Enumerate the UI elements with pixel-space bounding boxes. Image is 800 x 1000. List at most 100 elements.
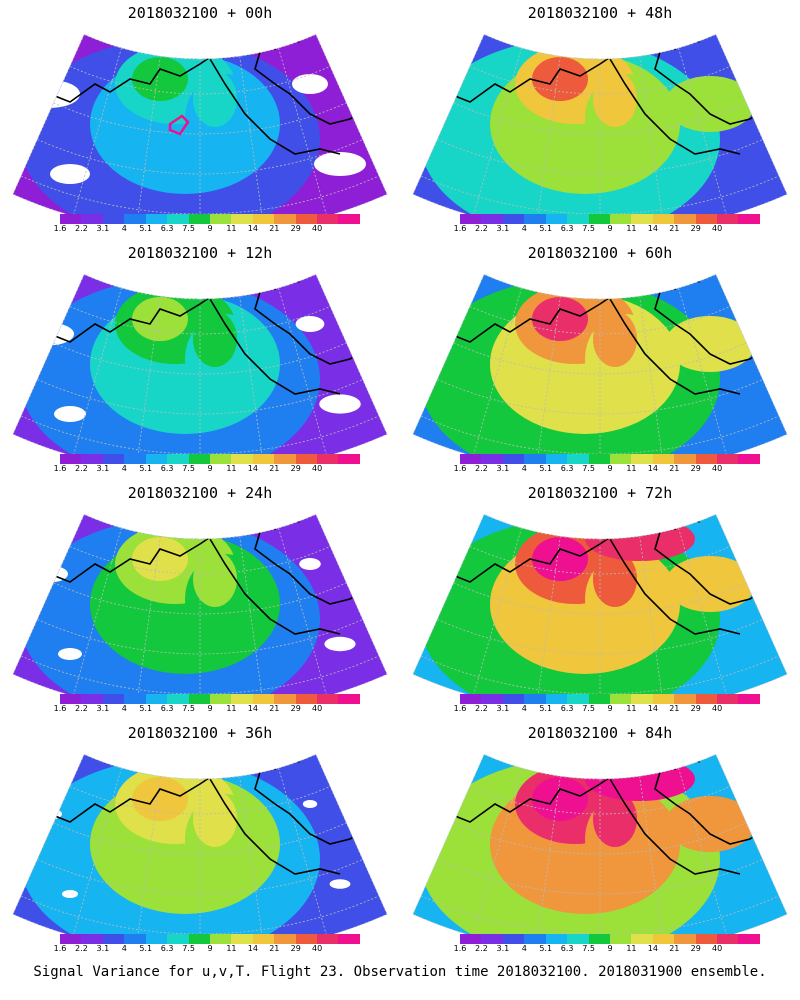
- color-bar-segment: [717, 694, 739, 704]
- color-bar-tick-label: 1.6: [53, 704, 67, 713]
- low-variance-gap: [329, 879, 351, 889]
- color-bar-segment: [145, 934, 168, 944]
- panel-title: 2018032100 + 36h: [127, 724, 273, 742]
- color-bar-segment: [524, 934, 546, 944]
- color-bar-tick-label: 9: [207, 944, 213, 953]
- map-area: [410, 504, 790, 715]
- longitude-line: [472, 767, 522, 937]
- longitude-line: [535, 296, 561, 470]
- color-bar-tick-label: 4: [521, 464, 527, 473]
- color-bar-tick-label: 6.3: [560, 944, 574, 953]
- latitude-line: [437, 379, 763, 415]
- color-bar-tick-label: 6.3: [160, 464, 174, 473]
- color-bar-segment: [524, 694, 546, 704]
- color-bar-tick-label: 4: [521, 704, 527, 713]
- color-bar-segment: [481, 694, 503, 704]
- color-bar-tick-label: 9: [607, 944, 613, 953]
- color-bar-segment: [338, 934, 360, 944]
- latitude-line: [69, 65, 331, 95]
- color-bar-tick-label: 4: [121, 464, 127, 473]
- color-bar-segment: [631, 214, 653, 224]
- latitude-line: [453, 102, 747, 135]
- longitude-line: [535, 776, 561, 950]
- longitude-line: [678, 47, 728, 217]
- color-bar-segment: [252, 694, 275, 704]
- color-bar-segment: [738, 934, 760, 944]
- map-area: [10, 264, 390, 475]
- latitude-line: [20, 655, 380, 695]
- longitude-line: [278, 527, 328, 697]
- color-bar-tick-label: 9: [207, 464, 213, 473]
- color-bar-tick-label: 29: [290, 464, 301, 473]
- color-bar-segment: [274, 694, 296, 704]
- longitude-line: [639, 536, 665, 710]
- forecast-map: [412, 513, 788, 715]
- color-bar-segment: [274, 454, 296, 464]
- color-bar-tick-label: 40: [312, 704, 323, 713]
- color-bar-tick-label: 11: [626, 704, 637, 713]
- color-bar-tick-label: 7.5: [582, 704, 595, 713]
- variance-contour-region: [665, 76, 755, 132]
- color-bar: [60, 694, 360, 704]
- color-bar-tick-label: 5.1: [539, 704, 553, 713]
- color-bar-segment: [460, 454, 482, 464]
- color-bar-segment: [588, 934, 610, 944]
- color-bar-tick-label: 1.6: [453, 224, 467, 233]
- forecast-map: [412, 273, 788, 475]
- longitude-line: [72, 287, 122, 457]
- color-bar-segment: [524, 214, 546, 224]
- variance-contour-region: [665, 796, 755, 852]
- color-bar-segment: [60, 694, 82, 704]
- color-bar-segment: [252, 454, 275, 464]
- variance-contour-region: [593, 71, 637, 127]
- color-bar-segment: [609, 934, 632, 944]
- color-bar-segment: [652, 454, 675, 464]
- color-bar-segment: [209, 214, 232, 224]
- color-bar-segment: [717, 214, 739, 224]
- forecast-map: [12, 33, 388, 235]
- variance-field: [412, 514, 788, 714]
- forecast-panel: 2018032100 + 48h 1.6 2.2 3.1 4 5.1 6.3 7.5 9 11 14…: [400, 0, 800, 238]
- color-bar-segment: [317, 214, 339, 224]
- latitude-line: [20, 895, 380, 935]
- longitude-line: [278, 767, 328, 937]
- color-bar-segment: [609, 214, 632, 224]
- color-bar-segment: [231, 934, 253, 944]
- map-area: [10, 504, 390, 715]
- low-variance-gap: [54, 406, 86, 422]
- color-bar-segment: [338, 214, 360, 224]
- color-bar-tick-label: 7.5: [582, 224, 595, 233]
- color-bar-tick-label: 21: [269, 224, 280, 233]
- color-bar-tick-label: 40: [712, 944, 723, 953]
- longitude-line: [639, 296, 665, 470]
- color-bar-tick-label: 9: [607, 704, 613, 713]
- color-bar-segment: [188, 934, 210, 944]
- color-bar-tick-label: 11: [226, 464, 237, 473]
- latitude-line: [420, 895, 780, 935]
- color-bar-segment: [631, 934, 653, 944]
- color-bar-segment: [145, 214, 168, 224]
- low-variance-gap: [319, 394, 361, 414]
- variance-contour-region: [665, 316, 755, 372]
- color-bar-segment: [231, 454, 253, 464]
- low-variance-gap: [50, 164, 90, 184]
- color-bar-segment: [674, 694, 696, 704]
- latitude-line: [69, 785, 331, 815]
- variance-contour-region: [665, 556, 755, 612]
- longitude-line: [135, 536, 161, 710]
- color-bar-tick-label: 21: [669, 464, 680, 473]
- color-bar-segment: [81, 934, 103, 944]
- color-bar-segment: [609, 694, 632, 704]
- color-bar-tick-label: 11: [626, 944, 637, 953]
- variance-contour-region: [593, 311, 637, 367]
- color-bar-segment: [209, 454, 232, 464]
- color-bar-tick-label: 29: [290, 224, 301, 233]
- map-area: [410, 264, 790, 475]
- color-bar-tick-label: 7.5: [582, 464, 595, 473]
- color-bar-tick-label: 6.3: [160, 704, 174, 713]
- color-bar-labels: 1.6 2.2 3.1 4 5.1 6.3 7.5 9 11 14 21 29 40: [454, 464, 760, 476]
- latitude-line: [37, 379, 363, 415]
- color-bar-segment: [102, 934, 125, 944]
- latitude-line: [420, 415, 780, 455]
- color-bar-tick-label: 40: [712, 464, 723, 473]
